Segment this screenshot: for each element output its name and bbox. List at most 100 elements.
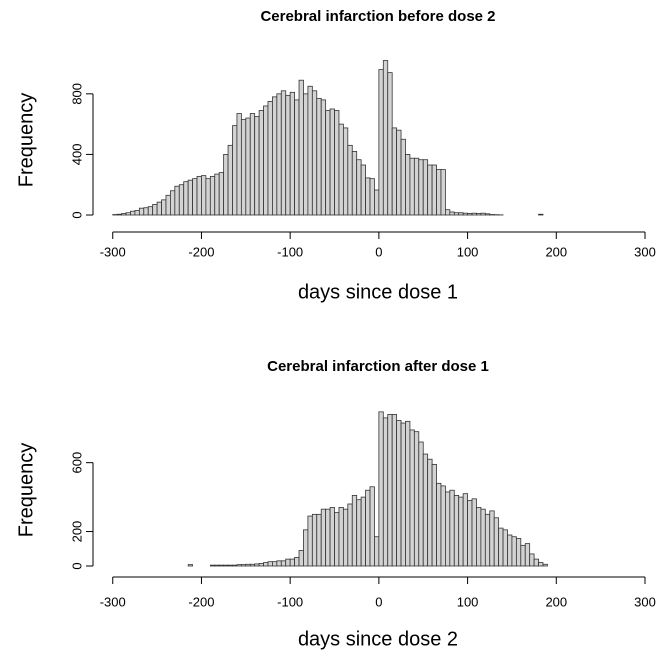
histogram-bar	[387, 414, 393, 567]
x-tick-label: 200	[545, 594, 567, 609]
histogram-bar	[223, 564, 229, 567]
histogram-bar	[391, 127, 398, 216]
histogram-bar	[471, 498, 477, 567]
histogram-bar	[489, 510, 495, 567]
histogram-bar	[365, 177, 371, 216]
histogram-bar	[409, 429, 415, 567]
histogram-bar	[134, 210, 140, 216]
histogram-bar	[449, 211, 455, 216]
histogram-bar	[249, 113, 256, 216]
histogram-bar	[365, 489, 371, 567]
histogram-bar	[298, 550, 304, 567]
histogram-bar	[240, 119, 247, 216]
x-tick-label: 0	[375, 594, 382, 609]
histogram-bar	[227, 144, 233, 216]
y-tick-label: 400	[69, 144, 84, 166]
x-axis-label: days since dose 1	[298, 281, 458, 303]
histogram-bar	[285, 94, 291, 216]
histogram-bar	[342, 127, 349, 216]
x-tick-label: -300	[100, 594, 126, 609]
histogram-bar	[347, 503, 353, 567]
histogram-bar	[249, 563, 256, 567]
histogram-bar	[240, 564, 247, 567]
histogram-bar	[325, 110, 331, 216]
histogram-bar	[121, 213, 127, 216]
histogram-bar	[382, 417, 389, 567]
histogram-bar	[374, 536, 380, 567]
histogram-bar	[147, 206, 154, 216]
chart-title: Cerebral infarction after dose 1	[267, 358, 489, 375]
histogram-bar	[245, 117, 251, 216]
histogram-bar	[467, 213, 473, 216]
histogram-bar	[218, 172, 225, 216]
histogram-bar	[342, 508, 349, 567]
histogram-bar	[187, 179, 193, 216]
histogram-bar	[502, 529, 508, 567]
histogram-bar	[476, 213, 482, 216]
y-tick-label: 800	[69, 83, 84, 105]
histogram-bar	[538, 562, 544, 567]
histogram-bar	[276, 560, 282, 567]
histogram-bar	[378, 411, 384, 567]
x-tick-label: -100	[277, 594, 303, 609]
histogram-bar	[263, 562, 269, 567]
histogram-bar	[453, 212, 460, 216]
histogram-bar	[329, 507, 335, 567]
histogram-bar	[289, 91, 295, 216]
histogram-bar	[232, 125, 238, 216]
histogram-bar	[320, 99, 327, 216]
histogram-bar	[467, 500, 473, 567]
histogram-bar	[445, 209, 451, 216]
histogram-bar	[267, 561, 273, 567]
histogram-bar	[232, 564, 238, 567]
histogram-bar	[280, 560, 287, 567]
histogram-bar	[396, 129, 402, 216]
histogram-bar	[289, 558, 295, 567]
x-tick-label: 100	[457, 244, 479, 259]
histogram-bar	[458, 496, 464, 567]
histogram-bar	[453, 494, 460, 567]
histogram-bar	[515, 538, 522, 567]
x-tick-label: -200	[188, 594, 214, 609]
histogram-bar	[125, 212, 131, 216]
y-tick-label: 0	[69, 211, 84, 218]
histogram-bar	[303, 93, 309, 216]
histogram-bar	[427, 458, 433, 567]
histogram-bar	[272, 96, 278, 216]
histogram-bar	[320, 508, 327, 567]
histogram-bar	[201, 175, 207, 216]
histogram-bar	[294, 556, 300, 567]
histogram-bar	[476, 507, 482, 567]
histogram-bar	[280, 90, 287, 216]
histogram-bar	[529, 553, 535, 567]
histogram-bar	[187, 564, 193, 567]
histogram-bar	[387, 72, 393, 216]
histogram-bar	[329, 108, 335, 216]
histogram-bar	[409, 157, 415, 216]
histogram-bar	[143, 207, 149, 216]
histogram-bar	[356, 159, 362, 216]
histogram-bar	[205, 178, 211, 216]
histogram-bar	[436, 482, 442, 567]
histogram-bar	[405, 420, 411, 567]
histogram-bar	[422, 159, 429, 216]
histogram-bar	[303, 529, 309, 567]
histogram-bar	[338, 507, 344, 567]
chart-title: Cerebral infarction before dose 2	[260, 8, 495, 25]
histogram-bar	[258, 110, 264, 216]
histogram-bar	[245, 563, 251, 567]
histogram-bar	[285, 558, 291, 567]
histogram-bar	[369, 178, 375, 216]
histogram-bar	[209, 175, 216, 216]
x-tick-label: 300	[634, 244, 656, 259]
histogram-bar	[227, 564, 233, 567]
histogram-bar	[440, 485, 446, 567]
histogram-bar	[524, 543, 531, 567]
histogram-bar	[152, 203, 158, 216]
histogram-bar	[214, 564, 220, 567]
x-axis-label: days since dose 2	[298, 628, 458, 650]
histogram-bar	[294, 99, 300, 216]
histogram-bar	[422, 453, 429, 567]
histogram-bar	[520, 544, 526, 567]
